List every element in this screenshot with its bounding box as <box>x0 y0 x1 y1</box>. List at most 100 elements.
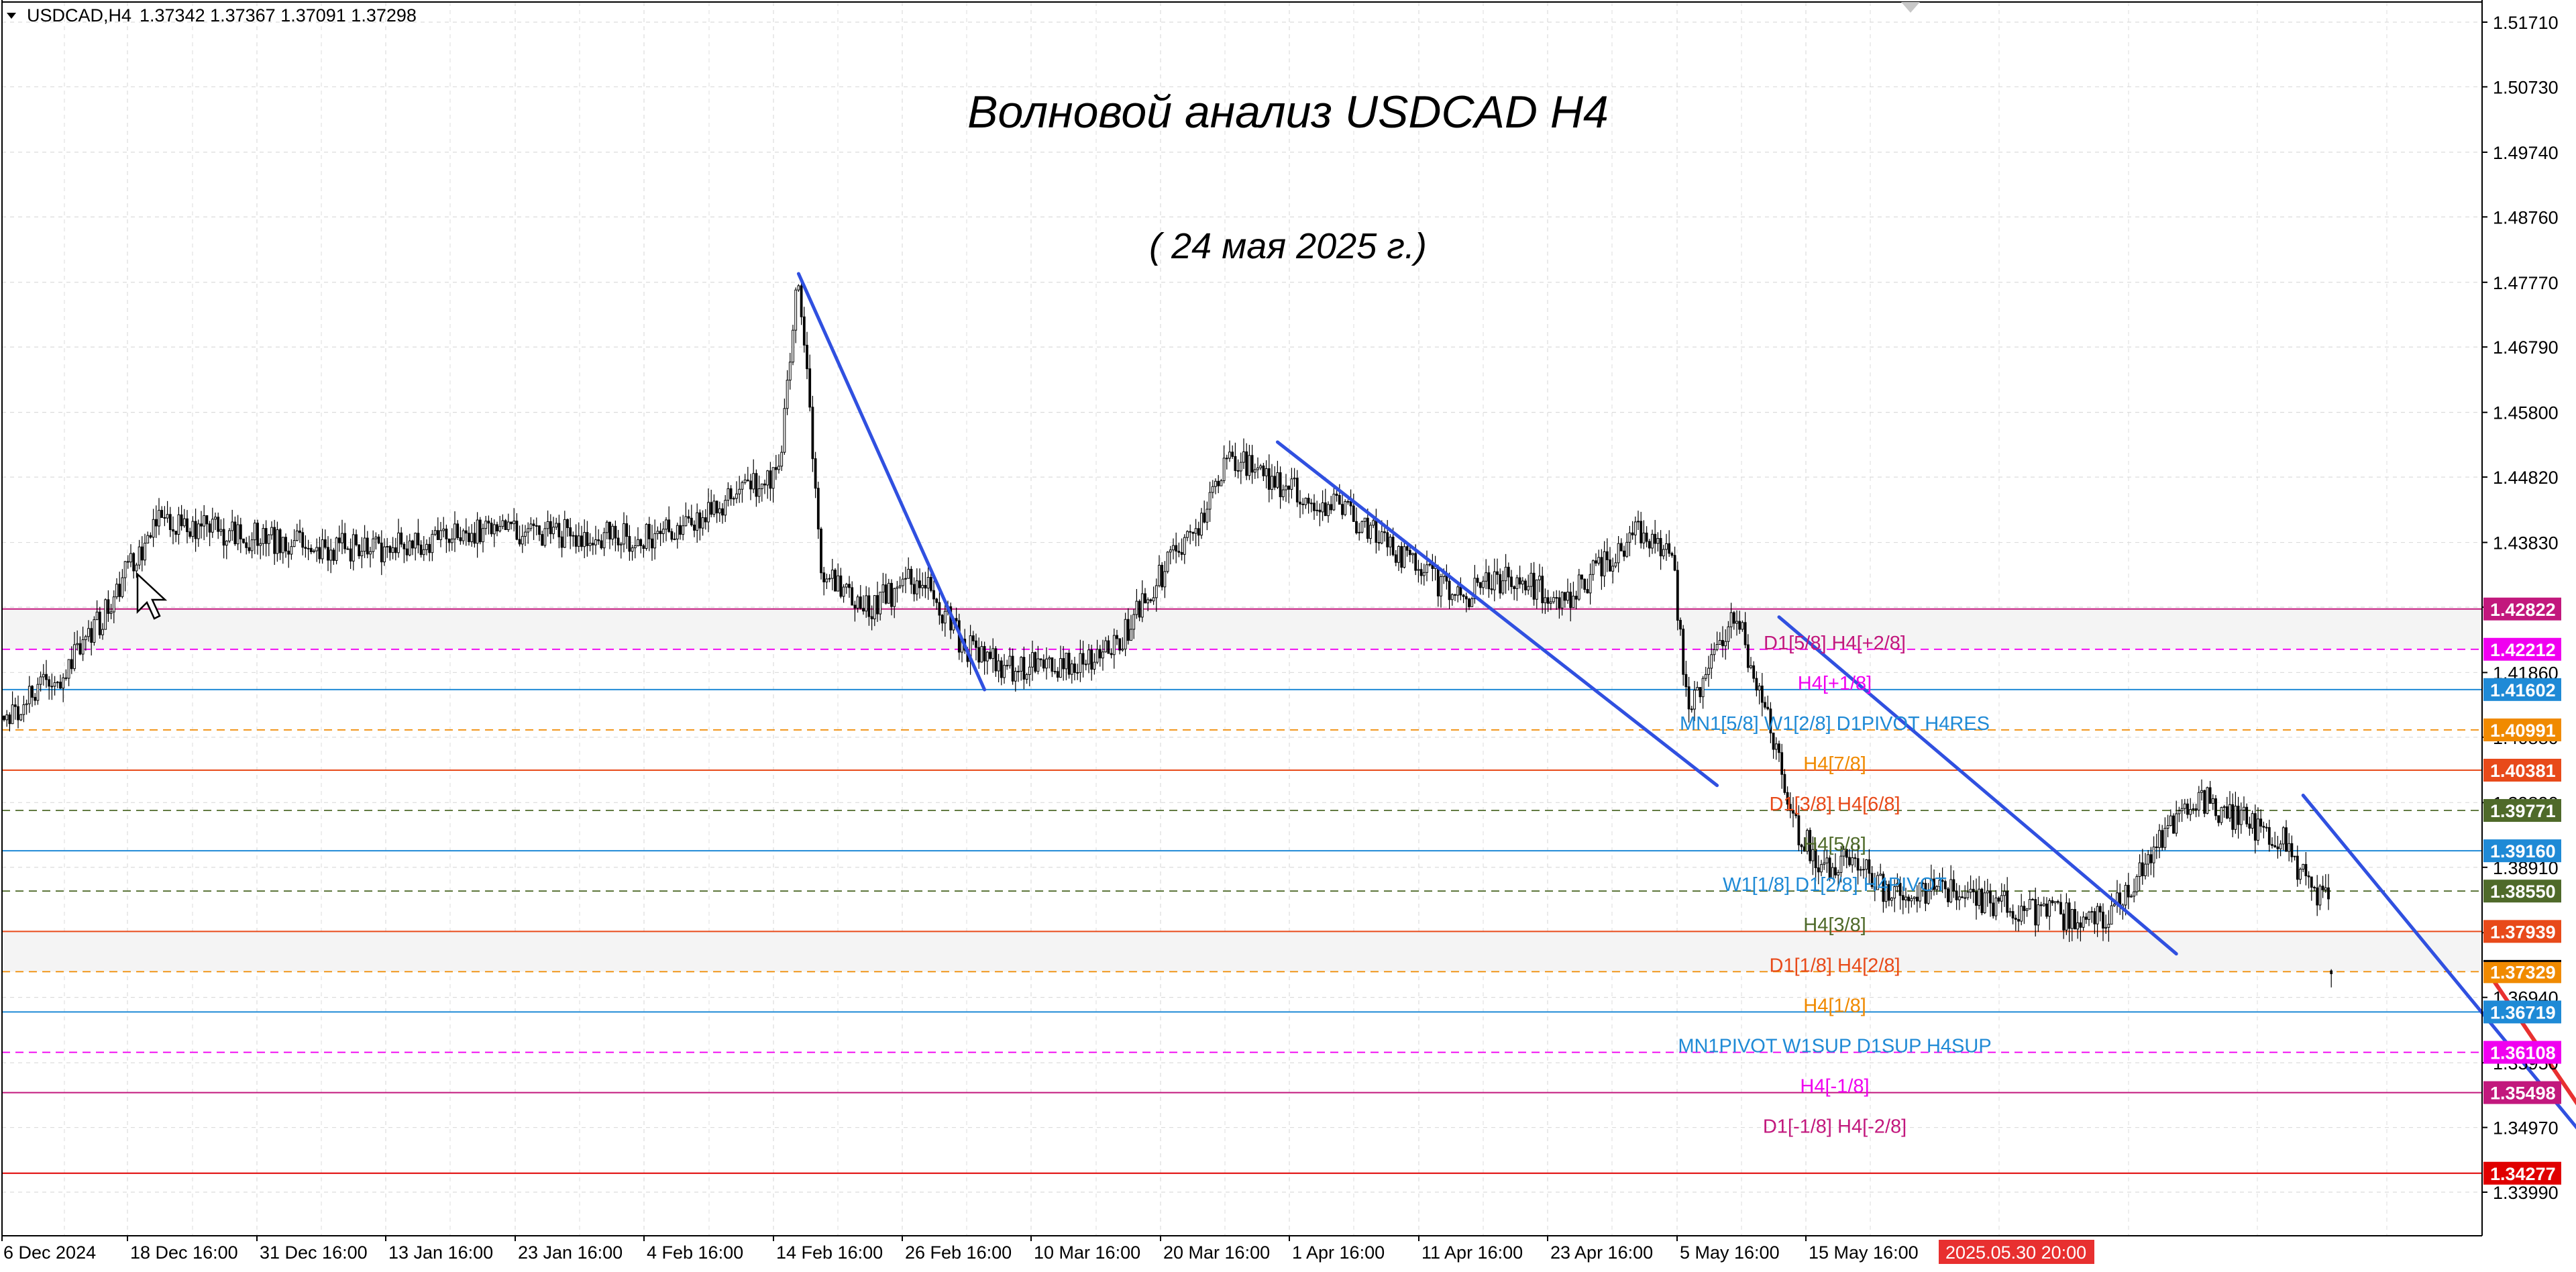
wave-trend-line[interactable] <box>2301 793 2576 1168</box>
wave-trend-line[interactable] <box>1275 440 1719 788</box>
candle <box>1541 566 1544 614</box>
candle <box>541 530 544 546</box>
candle <box>1324 488 1327 517</box>
candle <box>177 507 180 545</box>
candle <box>710 490 713 518</box>
candle <box>2045 897 2048 919</box>
candle <box>1842 845 1845 866</box>
wave-trend-line[interactable] <box>1777 615 2178 956</box>
candle <box>45 659 48 688</box>
level-price-tag: 1.42212 <box>2483 637 2561 661</box>
candle <box>783 399 786 455</box>
candle <box>253 519 256 554</box>
candle <box>1549 596 1552 611</box>
candle <box>1997 896 2000 904</box>
candle <box>211 507 214 538</box>
candle <box>135 562 138 578</box>
candle <box>608 521 611 549</box>
wave-trend-line[interactable] <box>796 272 987 692</box>
symbol-menu-icon[interactable] <box>7 13 16 19</box>
chart-shift-marker[interactable] <box>1901 2 1920 13</box>
candle <box>273 519 276 565</box>
candle <box>1454 593 1456 601</box>
level-price-tag: 1.36719 <box>2483 1000 2561 1024</box>
symbol-label: USDCAD,H4 <box>27 5 131 25</box>
candle <box>352 528 355 571</box>
candle <box>524 525 527 546</box>
x-tick-label: 11 Apr 16:00 <box>1421 1242 1523 1263</box>
candle <box>332 547 335 565</box>
candle <box>924 572 927 598</box>
candle <box>107 590 110 622</box>
x-tick-label: 13 Jan 16:00 <box>388 1242 493 1263</box>
candle <box>2217 815 2220 827</box>
candle <box>1253 464 1256 479</box>
candle <box>248 535 251 554</box>
candle <box>1854 853 1857 867</box>
candle <box>572 531 575 547</box>
candle <box>2183 798 2186 814</box>
candle <box>1087 644 1090 674</box>
candle <box>1884 880 1888 908</box>
candle <box>1267 454 1271 502</box>
candle <box>1017 665 1020 682</box>
candle <box>496 521 498 537</box>
candle <box>1177 543 1181 558</box>
candle <box>2245 803 2249 827</box>
candle <box>515 513 519 541</box>
candle <box>2327 873 2330 910</box>
candle <box>549 514 552 544</box>
candle <box>2093 908 2096 935</box>
candle <box>284 533 287 558</box>
candle <box>1715 631 1719 651</box>
candle <box>538 525 541 541</box>
candle <box>1654 520 1657 554</box>
candle <box>2006 877 2009 918</box>
candle <box>2096 902 2099 937</box>
candle <box>39 671 42 692</box>
level-label: D1[5/8] H4[+2/8] <box>1764 633 1906 654</box>
candle <box>417 519 420 553</box>
candle <box>1313 494 1316 520</box>
candle <box>2175 800 2178 837</box>
candle <box>1704 667 1707 682</box>
svg-text:1.36108: 1.36108 <box>2490 1043 2556 1063</box>
candle <box>994 646 998 677</box>
candle <box>1870 865 1874 890</box>
candle <box>1806 828 1809 855</box>
y-tick-label: 1.43830 <box>2493 533 2559 553</box>
candle <box>865 586 868 618</box>
candle <box>682 515 685 541</box>
candle <box>1493 558 1496 602</box>
candle <box>935 597 938 611</box>
candle <box>1352 493 1355 522</box>
candle <box>166 500 169 523</box>
candle <box>380 530 383 576</box>
candle <box>566 518 569 537</box>
candle <box>1175 532 1178 564</box>
candle <box>1529 563 1533 598</box>
candlesticks <box>3 282 2333 988</box>
candle <box>2082 911 2085 931</box>
candle <box>1957 885 1961 910</box>
candle <box>501 514 504 529</box>
candle <box>901 572 904 593</box>
candle <box>1574 590 1578 610</box>
candle <box>1222 445 1226 484</box>
candle <box>433 526 437 537</box>
candle <box>1687 676 1690 723</box>
candle <box>574 524 578 554</box>
candle <box>1405 545 1409 557</box>
candle <box>1056 667 1059 682</box>
level-price-tag: 1.41602 <box>2483 678 2561 701</box>
candle <box>87 620 90 642</box>
candle <box>400 527 403 547</box>
candle <box>1750 657 1752 670</box>
candle <box>1729 602 1733 639</box>
candle <box>1774 737 1778 760</box>
candle <box>1764 696 1766 710</box>
candle <box>580 525 583 551</box>
candle <box>450 528 453 551</box>
